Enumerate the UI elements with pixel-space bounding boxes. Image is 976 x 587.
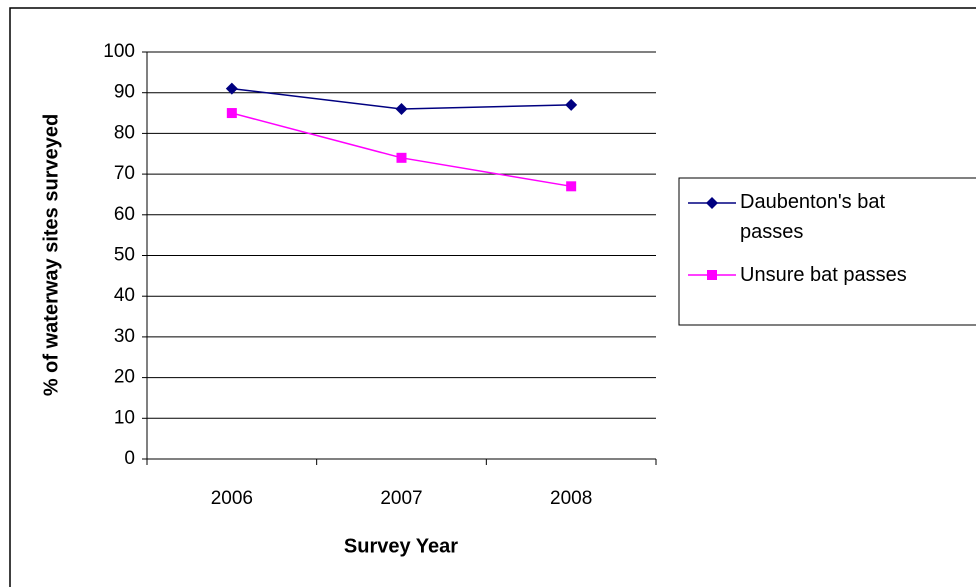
y-tick-label: 50 (114, 245, 135, 266)
data-point (565, 98, 578, 111)
y-axis-title: % of waterway sites surveyed (40, 114, 62, 396)
y-tick-label: 10 (114, 407, 135, 428)
x-tick-label: 2006 (211, 488, 253, 509)
data-point (226, 108, 237, 119)
x-tick-label: 2007 (380, 488, 422, 509)
y-tick-label: 90 (114, 82, 135, 103)
y-tick-label: 100 (103, 41, 135, 62)
legend-marker (707, 270, 717, 280)
x-axis-title: Survey Year (344, 535, 458, 557)
legend-marker (706, 197, 718, 209)
data-point (396, 152, 407, 163)
y-axis-title-group: % of waterway sites surveyed (40, 114, 62, 396)
legend-label: Daubenton's bat passes (740, 191, 886, 243)
data-point (566, 181, 577, 192)
y-tick-label: 80 (114, 122, 135, 143)
data-point (395, 102, 408, 115)
data-point (225, 82, 238, 95)
y-tick-label: 70 (114, 163, 135, 184)
legend-label: Unsure bat passes (740, 264, 907, 286)
y-tick-label: 40 (114, 285, 135, 306)
x-tick-label: 2008 (550, 488, 592, 509)
y-tick-label: 60 (114, 204, 135, 225)
y-tick-label: 0 (124, 448, 135, 469)
y-tick-label: 30 (114, 326, 135, 347)
y-tick-label: 20 (114, 367, 135, 388)
